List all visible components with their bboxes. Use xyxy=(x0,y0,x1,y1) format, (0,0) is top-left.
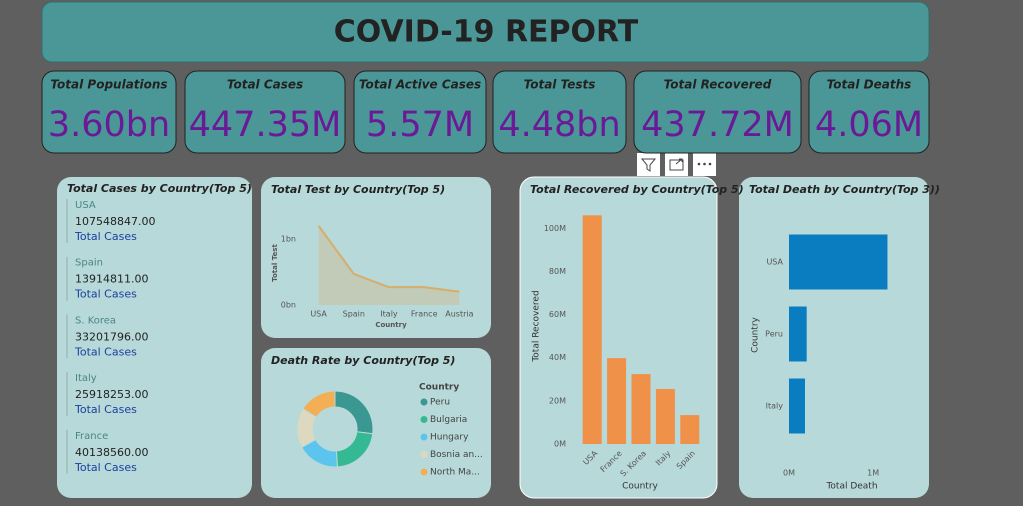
kpi-value: 437.72M xyxy=(641,105,794,145)
row-label: Total Cases xyxy=(74,403,137,416)
kpi-label: Total Recovered xyxy=(664,78,772,92)
x-tick-label: USA xyxy=(310,310,327,319)
area xyxy=(318,225,460,305)
row-country: USA xyxy=(75,200,96,211)
x-tick-label: 1M xyxy=(867,469,879,478)
legend-swatch xyxy=(420,451,428,458)
x-tick-label: Spain xyxy=(343,310,365,319)
kpi-label: Total Tests xyxy=(524,78,596,92)
card-title: Total Cases by Country(Top 5) xyxy=(67,182,252,195)
y-tick-label: Italy xyxy=(766,402,784,411)
row-value: 40138560.00 xyxy=(75,446,148,459)
kpi-card xyxy=(353,70,487,154)
x-axis-title: Country xyxy=(622,482,658,492)
chart-title: Total Death by Country(Top 3)) xyxy=(749,183,940,196)
x-tick-label: Italy xyxy=(380,310,398,319)
y-tick-label: 40M xyxy=(549,353,566,362)
kpi-label: Total Active Cases xyxy=(359,78,481,92)
panel xyxy=(57,177,252,498)
legend-swatch xyxy=(420,433,428,441)
bar xyxy=(582,215,602,444)
legend-label: Bosnia an... xyxy=(430,450,483,460)
chart-title: Total Test by Country(Top 5) xyxy=(271,183,445,196)
legend-swatch xyxy=(420,416,428,423)
bar xyxy=(789,378,805,434)
legend-label: Hungary xyxy=(430,433,469,443)
chart-title: Death Rate by Country(Top 5) xyxy=(271,354,455,367)
bar xyxy=(789,234,888,290)
row-label: Total Cases xyxy=(74,345,137,358)
kpi-value: 3.60bn xyxy=(48,105,170,145)
kpi-card xyxy=(184,70,346,154)
y-axis-title: Total Recovered xyxy=(532,290,542,362)
y-tick-label: USA xyxy=(766,258,783,267)
kpi-label: Total Deaths xyxy=(827,78,912,92)
line xyxy=(317,225,460,293)
y-tick-label: 0M xyxy=(554,440,566,449)
visual-toolbar[interactable] xyxy=(637,153,716,176)
bar xyxy=(631,374,651,444)
x-tick-label: 0M xyxy=(783,469,795,478)
y-tick-label: 80M xyxy=(549,267,566,276)
dot xyxy=(703,162,706,166)
row-value: 107548847.00 xyxy=(75,215,155,228)
y-tick-label: 60M xyxy=(549,310,566,319)
legend-label: North Ma... xyxy=(430,468,480,478)
y-tick-label: 100M xyxy=(544,224,566,233)
row-value: 13914811.00 xyxy=(75,273,148,286)
y-axis-title: Total Test xyxy=(271,244,279,282)
bar xyxy=(607,358,627,444)
bar xyxy=(789,306,807,362)
row-country: France xyxy=(75,431,108,442)
kpi-card xyxy=(633,70,802,154)
kpi-card xyxy=(808,70,930,154)
row-country: Italy xyxy=(75,373,97,384)
kpi-label: Total Populations xyxy=(50,78,167,92)
row-value: 33201796.00 xyxy=(75,330,148,343)
focus-button[interactable] xyxy=(665,153,688,176)
x-tick-label: France xyxy=(411,310,438,319)
filter-button[interactable] xyxy=(637,153,660,176)
y-tick-label: 0bn xyxy=(281,301,296,310)
kpi-value: 4.48bn xyxy=(498,105,620,145)
header-banner xyxy=(41,1,930,63)
bar xyxy=(655,388,675,444)
dot xyxy=(697,162,701,166)
row-country: Spain xyxy=(75,258,103,269)
bar xyxy=(680,415,700,444)
x-axis-title: Country xyxy=(375,321,407,329)
legend-label: Peru xyxy=(430,398,450,408)
legend-swatch xyxy=(420,468,428,476)
kpi-value: 5.57M xyxy=(366,105,474,145)
kpi-label: Total Cases xyxy=(227,78,303,92)
filter-icon xyxy=(640,158,657,172)
y-tick-label: Peru xyxy=(765,330,783,339)
chart-title: Total Recovered by Country(Top 5) xyxy=(530,183,744,196)
x-tick-label: Austria xyxy=(445,310,473,319)
row-value: 25918253.00 xyxy=(75,388,148,401)
legend-title: Country xyxy=(419,383,459,393)
kpi-card xyxy=(41,70,177,154)
kpi-value: 447.35M xyxy=(189,105,342,145)
legend-swatch xyxy=(420,398,428,406)
row-country: S. Korea xyxy=(75,315,116,326)
row-label: Total Cases xyxy=(74,461,137,474)
y-axis-title: Country xyxy=(751,316,761,352)
dot xyxy=(708,162,712,166)
y-tick-label: 20M xyxy=(549,396,566,405)
legend-label: Bulgaria xyxy=(430,415,467,425)
donut-slice xyxy=(302,390,336,418)
kpi-value: 4.06M xyxy=(815,105,923,145)
focus-icon xyxy=(669,158,684,171)
row-label: Total Cases xyxy=(74,230,137,243)
panel xyxy=(261,177,491,338)
x-axis-title: Total Death xyxy=(825,482,877,492)
y-tick-label: 1bn xyxy=(281,235,296,244)
row-label: Total Cases xyxy=(74,288,137,301)
header-title: COVID-19 REPORT xyxy=(334,15,639,50)
kpi-card xyxy=(492,70,627,154)
